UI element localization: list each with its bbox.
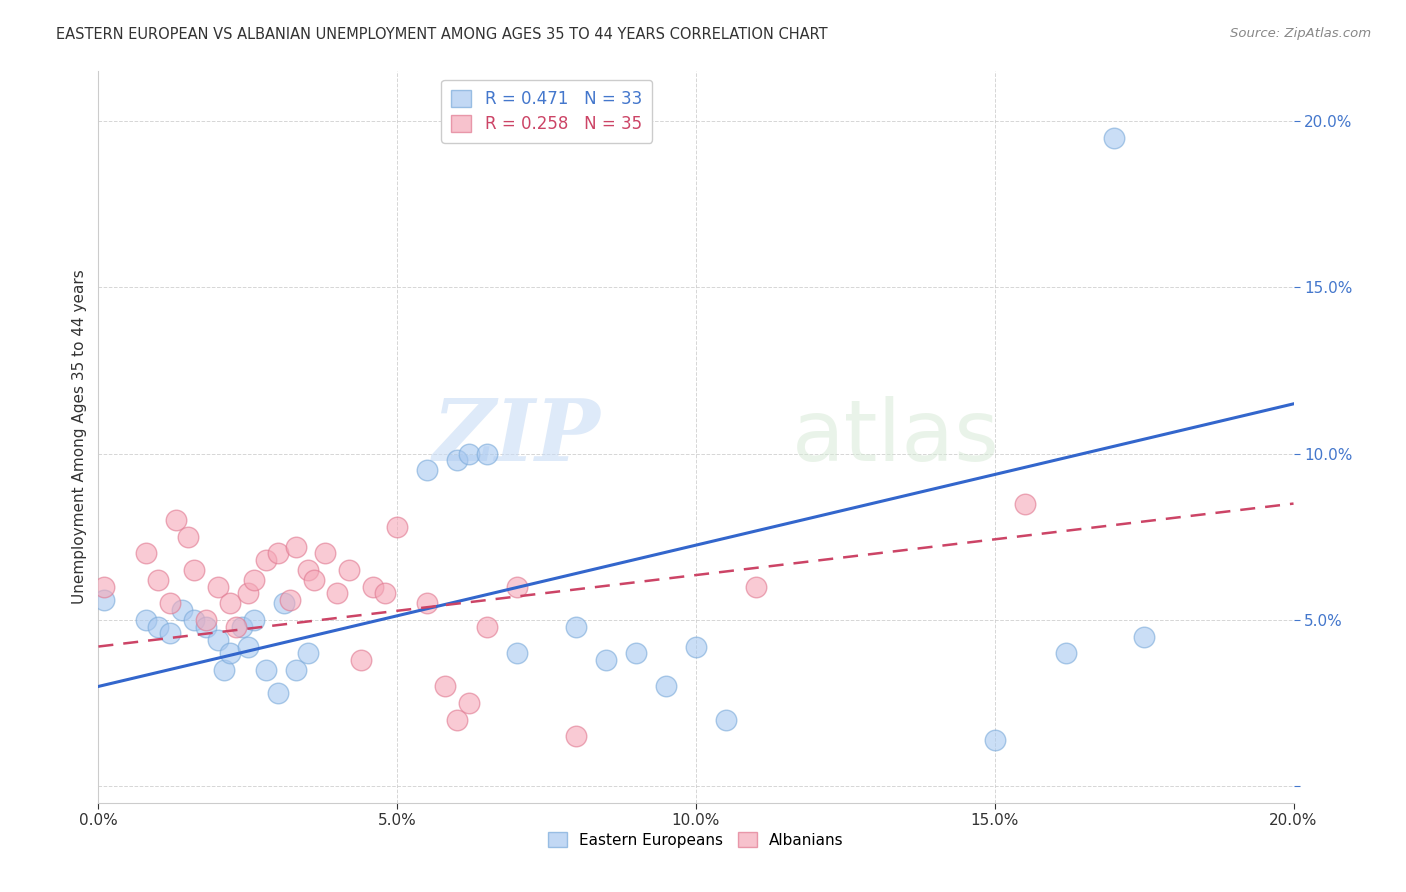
Text: EASTERN EUROPEAN VS ALBANIAN UNEMPLOYMENT AMONG AGES 35 TO 44 YEARS CORRELATION : EASTERN EUROPEAN VS ALBANIAN UNEMPLOYMEN…	[56, 27, 828, 42]
Point	[745, 580, 768, 594]
Point	[236, 586, 259, 600]
Point	[172, 603, 194, 617]
Point	[326, 586, 349, 600]
Point	[165, 513, 187, 527]
Point	[446, 453, 468, 467]
Point	[595, 653, 617, 667]
Point	[458, 696, 481, 710]
Y-axis label: Unemployment Among Ages 35 to 44 years: Unemployment Among Ages 35 to 44 years	[72, 269, 87, 605]
Point	[714, 713, 737, 727]
Point	[273, 596, 295, 610]
Point	[416, 596, 439, 610]
Point	[446, 713, 468, 727]
Point	[148, 619, 170, 633]
Point	[302, 573, 325, 587]
Point	[1133, 630, 1156, 644]
Point	[284, 663, 307, 677]
Point	[148, 573, 170, 587]
Point	[565, 729, 588, 743]
Point	[183, 613, 205, 627]
Point	[159, 626, 181, 640]
Point	[506, 580, 529, 594]
Text: Source: ZipAtlas.com: Source: ZipAtlas.com	[1230, 27, 1371, 40]
Point	[350, 653, 373, 667]
Point	[267, 546, 290, 560]
Point	[458, 447, 481, 461]
Point	[416, 463, 439, 477]
Point	[225, 619, 247, 633]
Point	[93, 580, 115, 594]
Point	[1104, 131, 1126, 145]
Point	[385, 520, 409, 534]
Point	[219, 646, 242, 660]
Point	[195, 613, 218, 627]
Point	[207, 580, 229, 594]
Point	[93, 593, 115, 607]
Point	[363, 580, 385, 594]
Point	[183, 563, 205, 577]
Point	[236, 640, 259, 654]
Point	[254, 663, 277, 677]
Text: ZIP: ZIP	[433, 395, 600, 479]
Point	[434, 680, 457, 694]
Point	[135, 546, 157, 560]
Legend: Eastern Europeans, Albanians: Eastern Europeans, Albanians	[543, 825, 849, 854]
Point	[1056, 646, 1078, 660]
Point	[243, 613, 266, 627]
Point	[1014, 497, 1036, 511]
Point	[374, 586, 396, 600]
Point	[297, 563, 319, 577]
Point	[626, 646, 648, 660]
Point	[231, 619, 253, 633]
Point	[565, 619, 588, 633]
Point	[506, 646, 529, 660]
Point	[207, 632, 229, 647]
Point	[655, 680, 678, 694]
Point	[278, 593, 301, 607]
Point	[984, 732, 1007, 747]
Point	[685, 640, 707, 654]
Point	[297, 646, 319, 660]
Point	[243, 573, 266, 587]
Point	[284, 540, 307, 554]
Point	[315, 546, 337, 560]
Point	[267, 686, 290, 700]
Point	[254, 553, 277, 567]
Point	[159, 596, 181, 610]
Text: atlas: atlas	[792, 395, 1000, 479]
Point	[177, 530, 200, 544]
Point	[135, 613, 157, 627]
Point	[195, 619, 218, 633]
Point	[212, 663, 235, 677]
Point	[339, 563, 361, 577]
Point	[475, 447, 498, 461]
Point	[219, 596, 242, 610]
Point	[475, 619, 498, 633]
